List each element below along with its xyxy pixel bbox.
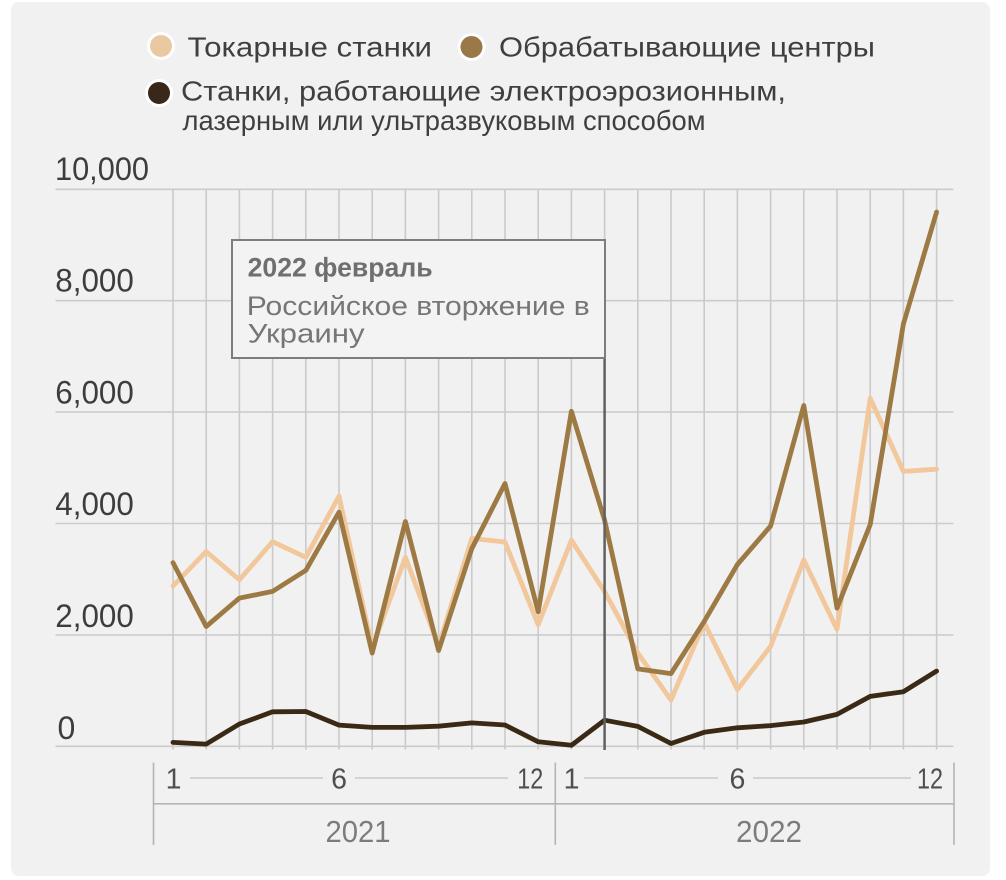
svg-text:8,000: 8,000: [55, 263, 134, 299]
svg-text:Станки, работающие электроэроз: Станки, работающие электроэрозионным,: [181, 76, 786, 107]
svg-text:0: 0: [58, 710, 76, 746]
svg-text:4,000: 4,000: [55, 486, 134, 522]
svg-text:2022 февраль: 2022 февраль: [248, 252, 433, 282]
svg-text:2022: 2022: [736, 815, 802, 849]
svg-text:6: 6: [331, 764, 347, 796]
svg-text:Российское вторжение в: Российское вторжение в: [247, 291, 590, 321]
svg-text:10,000: 10,000: [55, 151, 149, 187]
svg-text:1: 1: [564, 764, 580, 796]
svg-text:Обрабатывающие центры: Обрабатывающие центры: [499, 32, 875, 63]
svg-text:лазерным или ультразвуковым сп: лазерным или ультразвуковым способом: [183, 105, 706, 136]
svg-text:12: 12: [917, 764, 943, 796]
svg-text:Токарные станки: Токарные станки: [188, 32, 433, 63]
svg-text:6: 6: [729, 764, 745, 796]
svg-text:2021: 2021: [326, 815, 391, 849]
svg-text:Украину: Украину: [248, 319, 366, 349]
svg-text:2,000: 2,000: [55, 598, 134, 634]
svg-text:6,000: 6,000: [55, 374, 134, 410]
svg-text:12: 12: [517, 764, 543, 796]
svg-text:1: 1: [166, 764, 182, 796]
